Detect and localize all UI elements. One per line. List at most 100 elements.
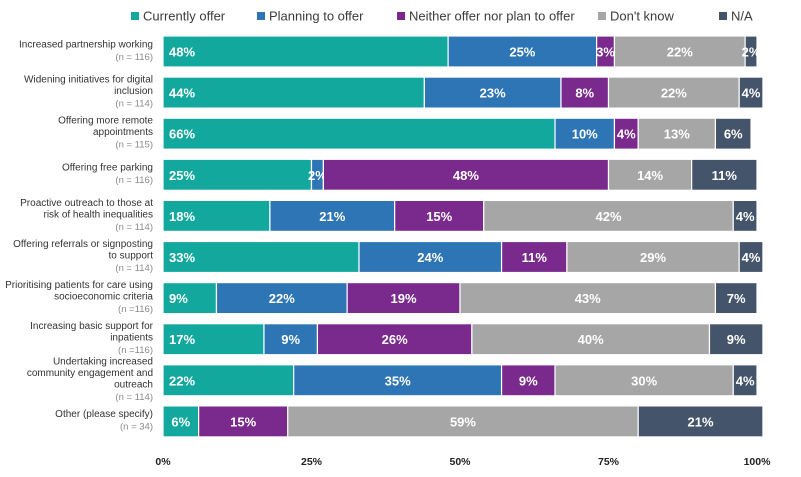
bar-value-label: 48% <box>453 168 479 183</box>
bar-segment-currently-offer <box>162 35 449 68</box>
bar-segment-currently-offer <box>162 76 425 109</box>
x-tick-label: 0% <box>155 456 171 468</box>
category-n-label: (n = 34) <box>120 422 153 433</box>
category-labels: Increased partnership working (n = 116) Wi… <box>5 39 154 432</box>
bar-segment-neither-offer-nor-plan-to-offer <box>346 282 461 315</box>
bar-segment-neither-offer-nor-plan-to-offer <box>500 364 556 397</box>
category-n-label: (n = 116) <box>115 175 153 186</box>
bar-value-label: 21% <box>319 209 345 224</box>
legend-label-n-a: N/A <box>731 9 753 24</box>
bar-value-label: 4% <box>742 250 761 265</box>
bar-value-label: 13% <box>664 127 690 142</box>
bar-value-label: 59% <box>450 414 476 429</box>
x-axis: 0% 25% 50% 75% 100% <box>155 456 771 468</box>
x-tick-label: 100% <box>744 456 772 468</box>
bar-value-label: 18% <box>169 209 195 224</box>
bar-segment-currently-offer <box>162 364 295 397</box>
legend: Currently offer Planning to offer Neither … <box>131 9 753 24</box>
bar-value-label: 44% <box>169 86 195 101</box>
bar-segment-n-a <box>732 199 758 232</box>
bar-segment-don-t-know <box>483 199 734 232</box>
bar-segment-don-t-know <box>613 35 746 68</box>
category-label: inpatients <box>110 333 153 344</box>
category-label: Offering free parking <box>62 163 153 174</box>
bar-value-label: 25% <box>169 168 195 183</box>
x-tick-label: 25% <box>301 456 323 468</box>
bar-segment-neither-offer-nor-plan-to-offer <box>198 405 289 438</box>
bar-value-label: 8% <box>575 86 594 101</box>
bar-segment-n-a <box>738 76 764 109</box>
bar-segment-currently-offer <box>162 240 360 274</box>
legend-swatch-currently-offer <box>131 12 139 20</box>
bar-segment-n-a <box>738 240 764 274</box>
category-n-label: (n = 115) <box>115 140 153 151</box>
bar-value-label: 2% <box>742 45 761 60</box>
category-label: Offering more remote <box>58 116 153 127</box>
bar-value-label: 23% <box>480 86 506 101</box>
bar-value-label: 6% <box>724 127 743 142</box>
bar-segment-neither-offer-nor-plan-to-offer <box>500 240 568 274</box>
bar-value-label: 25% <box>509 45 535 60</box>
bar-segment-planning-to-offer <box>554 117 616 150</box>
bar-segment-don-t-know <box>607 158 693 191</box>
bar-value-label: 10% <box>572 127 598 142</box>
bar-segment-currently-offer <box>162 199 271 232</box>
bar-value-label: 9% <box>727 332 746 347</box>
legend-swatch-n-a <box>719 12 727 20</box>
category-label: risk of health inequalities <box>43 209 153 220</box>
bar-value-label: 9% <box>519 373 538 388</box>
bar-value-label: 22% <box>269 291 295 306</box>
category-n-label: (n = 114) <box>115 99 153 110</box>
bar-segment-n-a <box>708 323 764 356</box>
bar-value-label: 4% <box>736 373 755 388</box>
bar-segment-n-a <box>744 35 758 68</box>
legend-label-currently-offer: Currently offer <box>143 9 226 24</box>
bar-segment-planning-to-offer <box>215 282 348 315</box>
category-label: community engagement and <box>27 368 153 379</box>
legend-label-neither-offer-nor-plan-to-offer: Neither offer nor plan to offer <box>409 9 575 24</box>
bar-value-label: 22% <box>169 373 195 388</box>
bar-value-label: 4% <box>617 127 636 142</box>
bar-segment-don-t-know <box>637 117 717 150</box>
bar-value-label: 22% <box>667 45 693 60</box>
category-n-label: (n = 114) <box>115 263 153 274</box>
category-n-label: (n = 116) <box>115 52 153 63</box>
bar-segment-don-t-know <box>554 364 734 397</box>
bar-value-label: 7% <box>727 291 746 306</box>
bar-value-label: 4% <box>742 86 761 101</box>
bars: 48% 25% 3% 22% 2% 44% 23% 8% 22% 4% 66% 10% 4% 13% 6% 2… <box>162 35 764 438</box>
legend-swatch-don-t-know <box>598 12 606 20</box>
category-label: socioeconomic criteria <box>54 292 153 303</box>
bar-value-label: 33% <box>169 250 195 265</box>
category-n-label: (n =116) <box>118 345 153 356</box>
bar-value-label: 66% <box>169 127 195 142</box>
bar-value-label: 24% <box>417 250 443 265</box>
category-label: Other (please specify) <box>55 409 153 420</box>
bar-segment-planning-to-offer <box>447 35 598 68</box>
bar-segment-don-t-know <box>287 405 639 438</box>
bar-value-label: 35% <box>385 373 411 388</box>
bar-value-label: 30% <box>631 373 657 388</box>
category-label: inclusion <box>114 86 153 97</box>
legend-swatch-neither-offer-nor-plan-to-offer <box>397 12 405 20</box>
bar-segment-n-a <box>637 405 764 438</box>
bar-value-label: 9% <box>281 332 300 347</box>
bar-segment-currently-offer <box>162 282 218 315</box>
x-tick-label: 75% <box>598 456 620 468</box>
bar-value-label: 40% <box>578 332 604 347</box>
bar-segment-don-t-know <box>607 76 740 109</box>
bar-segment-currently-offer <box>162 158 313 191</box>
bar-segment-currently-offer <box>162 323 265 356</box>
bar-segment-currently-offer <box>162 405 200 438</box>
bar-segment-planning-to-offer <box>263 323 319 356</box>
bar-value-label: 6% <box>171 414 190 429</box>
bar-value-label: 21% <box>688 414 714 429</box>
bar-value-label: 15% <box>426 209 452 224</box>
bar-value-label: 11% <box>522 250 548 265</box>
bar-segment-don-t-know <box>471 323 711 356</box>
category-label: Increasing basic support for <box>30 321 154 332</box>
bar-segment-planning-to-offer <box>358 240 503 274</box>
bar-value-label: 26% <box>382 332 408 347</box>
bar-segment-neither-offer-nor-plan-to-offer <box>394 199 485 232</box>
